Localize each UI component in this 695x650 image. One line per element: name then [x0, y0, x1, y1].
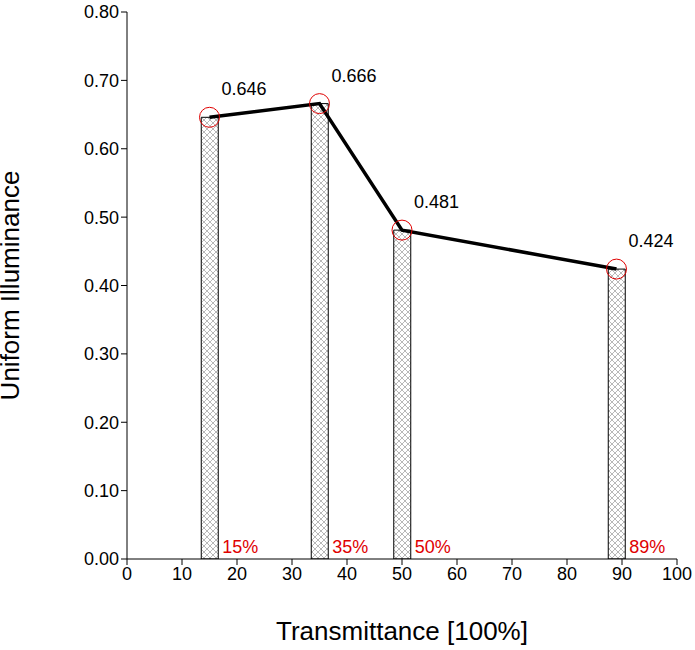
svg-text:0.424: 0.424	[629, 231, 674, 251]
svg-text:15%: 15%	[222, 537, 258, 557]
svg-text:90: 90	[612, 564, 632, 584]
svg-text:0: 0	[122, 564, 132, 584]
svg-text:0.50: 0.50	[84, 208, 119, 228]
svg-text:0.30: 0.30	[84, 344, 119, 364]
svg-text:50: 50	[392, 564, 412, 584]
svg-text:35%: 35%	[332, 537, 368, 557]
svg-text:50%: 50%	[415, 537, 451, 557]
svg-text:20: 20	[227, 564, 247, 584]
svg-text:0.646: 0.646	[222, 79, 267, 99]
svg-text:0.40: 0.40	[84, 276, 119, 296]
svg-text:0.20: 0.20	[84, 413, 119, 433]
svg-text:0.70: 0.70	[84, 71, 119, 91]
svg-text:100: 100	[662, 564, 687, 584]
svg-text:0.00: 0.00	[84, 549, 119, 569]
svg-text:0.10: 0.10	[84, 481, 119, 501]
svg-text:Uniform Illuminance: Uniform Illuminance	[8, 171, 25, 401]
svg-text:40: 40	[337, 564, 357, 584]
svg-text:80: 80	[557, 564, 577, 584]
svg-text:0.481: 0.481	[414, 192, 459, 212]
svg-text:0.60: 0.60	[84, 139, 119, 159]
svg-text:0.80: 0.80	[84, 2, 119, 22]
svg-text:30: 30	[282, 564, 302, 584]
svg-text:Transmittance [100%]: Transmittance [100%]	[276, 616, 528, 646]
svg-text:0.666: 0.666	[332, 66, 377, 86]
svg-text:70: 70	[502, 564, 522, 584]
svg-text:89%: 89%	[629, 537, 665, 557]
svg-text:10: 10	[172, 564, 192, 584]
svg-text:60: 60	[447, 564, 467, 584]
